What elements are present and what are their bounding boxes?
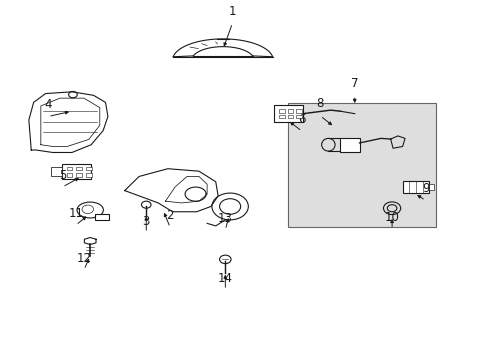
Bar [66, 167, 72, 171]
Bar [86, 167, 91, 171]
Bar [287, 103, 435, 226]
Text: 2: 2 [166, 209, 174, 222]
Bar [76, 173, 82, 177]
Text: 1: 1 [228, 5, 236, 18]
Text: 7: 7 [350, 77, 358, 90]
Text: 13: 13 [218, 212, 232, 225]
Text: 9: 9 [421, 182, 428, 195]
Text: 8: 8 [316, 98, 323, 111]
Bar [279, 109, 284, 113]
Bar [296, 115, 302, 118]
Text: 3: 3 [142, 215, 150, 228]
Bar [76, 167, 82, 171]
Text: 10: 10 [384, 211, 399, 224]
Bar [51, 167, 62, 176]
Bar [62, 164, 91, 179]
Bar [86, 173, 91, 177]
Bar [95, 213, 109, 220]
Text: 5: 5 [59, 169, 66, 182]
Text: 4: 4 [44, 98, 52, 111]
Bar [287, 109, 293, 113]
Bar [296, 109, 302, 113]
Text: 11: 11 [68, 207, 83, 220]
Bar [279, 115, 284, 118]
Bar [340, 138, 359, 152]
Text: 14: 14 [217, 272, 232, 285]
Text: 6: 6 [298, 113, 305, 126]
Bar [66, 173, 72, 177]
Bar [287, 115, 293, 118]
Bar [428, 184, 433, 190]
Text: 12: 12 [76, 252, 91, 265]
Bar [402, 181, 428, 193]
Bar [274, 105, 303, 122]
